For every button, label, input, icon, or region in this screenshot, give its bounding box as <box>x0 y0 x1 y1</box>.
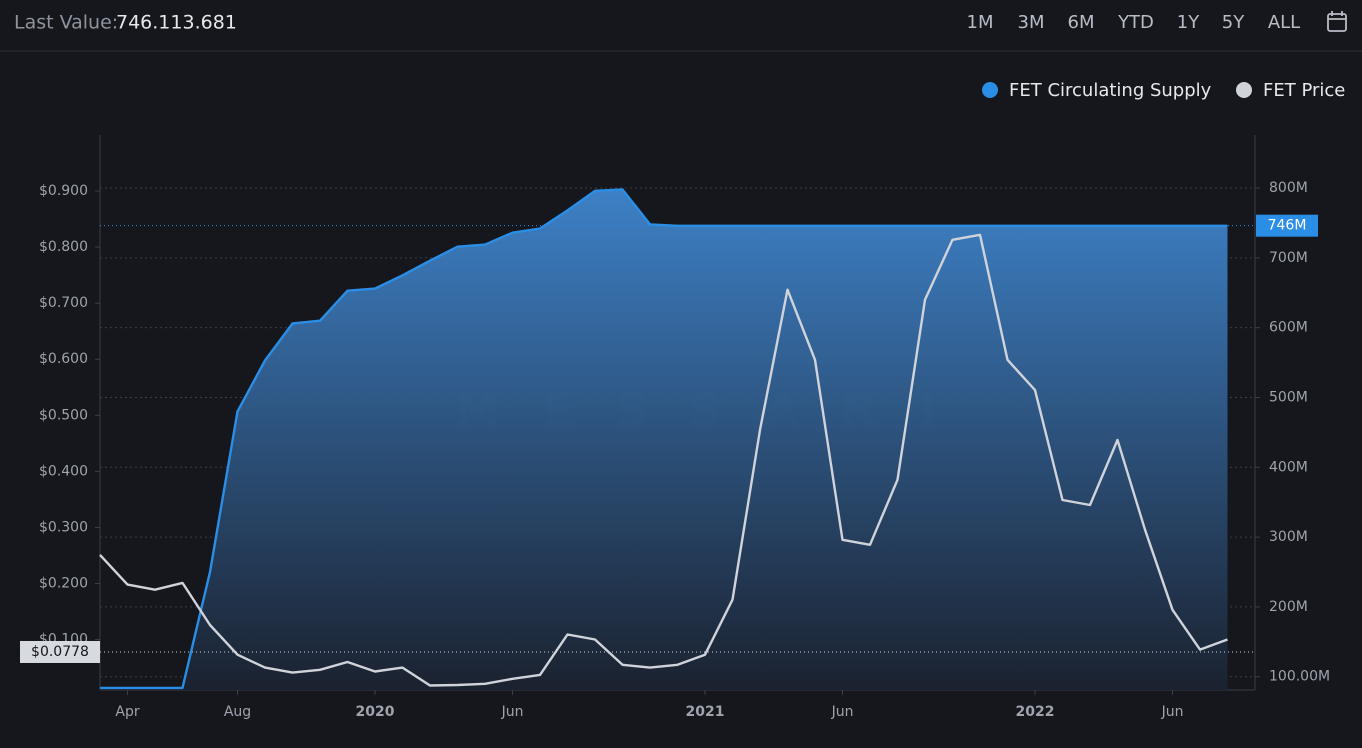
supply-area <box>100 189 1228 690</box>
x-tick-label: Jun <box>1161 704 1184 720</box>
x-tick-label: Jun <box>501 704 524 720</box>
y-tick-label: $0.200 <box>39 575 88 591</box>
y-tick-label: $0.400 <box>39 463 88 479</box>
legend-swatch[interactable] <box>1236 82 1252 98</box>
y2-tick-label: 100.00M <box>1269 669 1330 685</box>
x-tick-label: 2021 <box>686 704 725 720</box>
last-price-box <box>20 640 100 663</box>
x-tick-label: Aug <box>224 704 251 720</box>
y-tick-label: $0.300 <box>39 519 88 535</box>
last-supply-label: 746M <box>1268 218 1307 234</box>
calendar-icon[interactable] <box>1327 11 1347 32</box>
range-button[interactable]: ALL <box>1268 12 1300 33</box>
y2-tick-label: 800M <box>1269 180 1308 196</box>
legend-label[interactable]: FET Circulating Supply <box>1009 80 1212 101</box>
x-tick-label: Apr <box>115 704 139 720</box>
series-line <box>99 233 1228 687</box>
range-button[interactable]: 3M <box>1018 12 1045 33</box>
series-line <box>100 188 1228 690</box>
y-tick-label: $0.800 <box>39 239 88 255</box>
last-value: 746.113.681 <box>116 12 237 34</box>
range-button[interactable]: 1Y <box>1177 12 1200 33</box>
range-button[interactable]: 1M <box>967 12 994 33</box>
range-button[interactable]: 5Y <box>1222 12 1245 33</box>
y2-tick-label: 500M <box>1269 389 1308 405</box>
legend-label[interactable]: FET Price <box>1263 80 1345 101</box>
x-tick-label: 2020 <box>356 704 395 720</box>
y2-tick-label: 700M <box>1269 250 1308 266</box>
y-tick-label: $0.900 <box>39 183 88 199</box>
y2-tick-label: 300M <box>1269 529 1308 545</box>
y2-tick-label: 200M <box>1269 599 1308 615</box>
last-supply-box <box>1256 214 1318 237</box>
y-tick-label: $0.600 <box>39 351 88 367</box>
y2-tick-label: 600M <box>1269 320 1308 336</box>
legend-swatch[interactable] <box>982 82 998 98</box>
last-value-label: Last Value: <box>14 12 118 34</box>
x-tick-label: 2022 <box>1016 704 1055 720</box>
range-button[interactable]: YTD <box>1117 12 1154 33</box>
y2-tick-label: 400M <box>1269 459 1308 475</box>
y-tick-label: $0.700 <box>39 295 88 311</box>
y-tick-label: $0.500 <box>39 407 88 423</box>
range-button[interactable]: 6M <box>1068 12 1095 33</box>
last-price-label: $0.0778 <box>31 644 89 660</box>
x-tick-label: Jun <box>831 704 854 720</box>
